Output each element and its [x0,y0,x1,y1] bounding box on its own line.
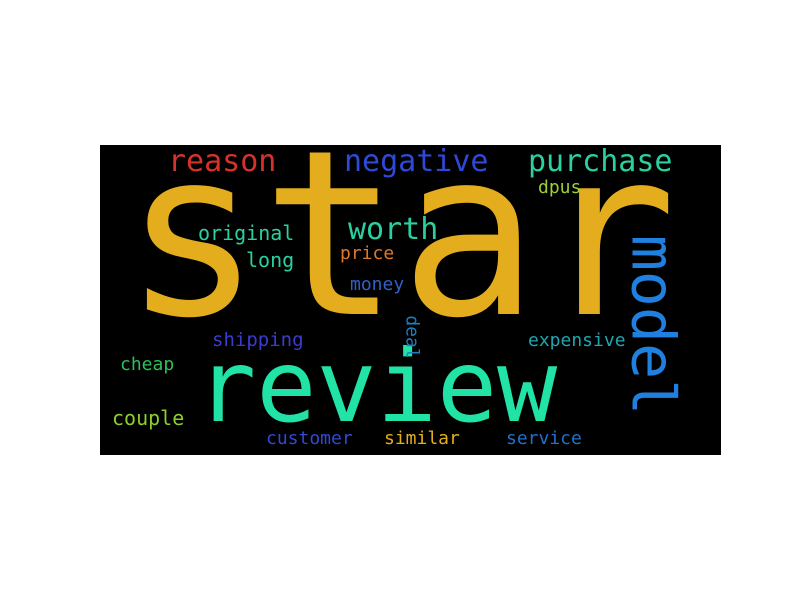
word-price: price [340,243,395,264]
word-expensive: expensive [528,330,626,351]
word-dpus: dpus [538,177,582,198]
word-model: model [617,234,688,416]
word-cheap: cheap [120,354,175,375]
word-deal: deal [401,315,423,359]
word-shipping: shipping [212,329,304,351]
word-service: service [506,428,582,449]
word-cloud: star review model reason negative purcha… [100,145,721,455]
word-original: original [198,221,295,245]
word-purchase: purchase [528,145,673,179]
word-customer: customer [266,428,353,449]
word-reason: reason [168,145,277,179]
word-negative: negative [344,145,489,179]
word-worth: worth [348,212,439,247]
word-star: star [123,145,677,369]
word-couple: couple [112,406,185,430]
word-money: money [350,274,405,295]
word-review: review [196,328,558,445]
word-similar: similar [384,428,460,449]
word-long: long [246,248,295,272]
